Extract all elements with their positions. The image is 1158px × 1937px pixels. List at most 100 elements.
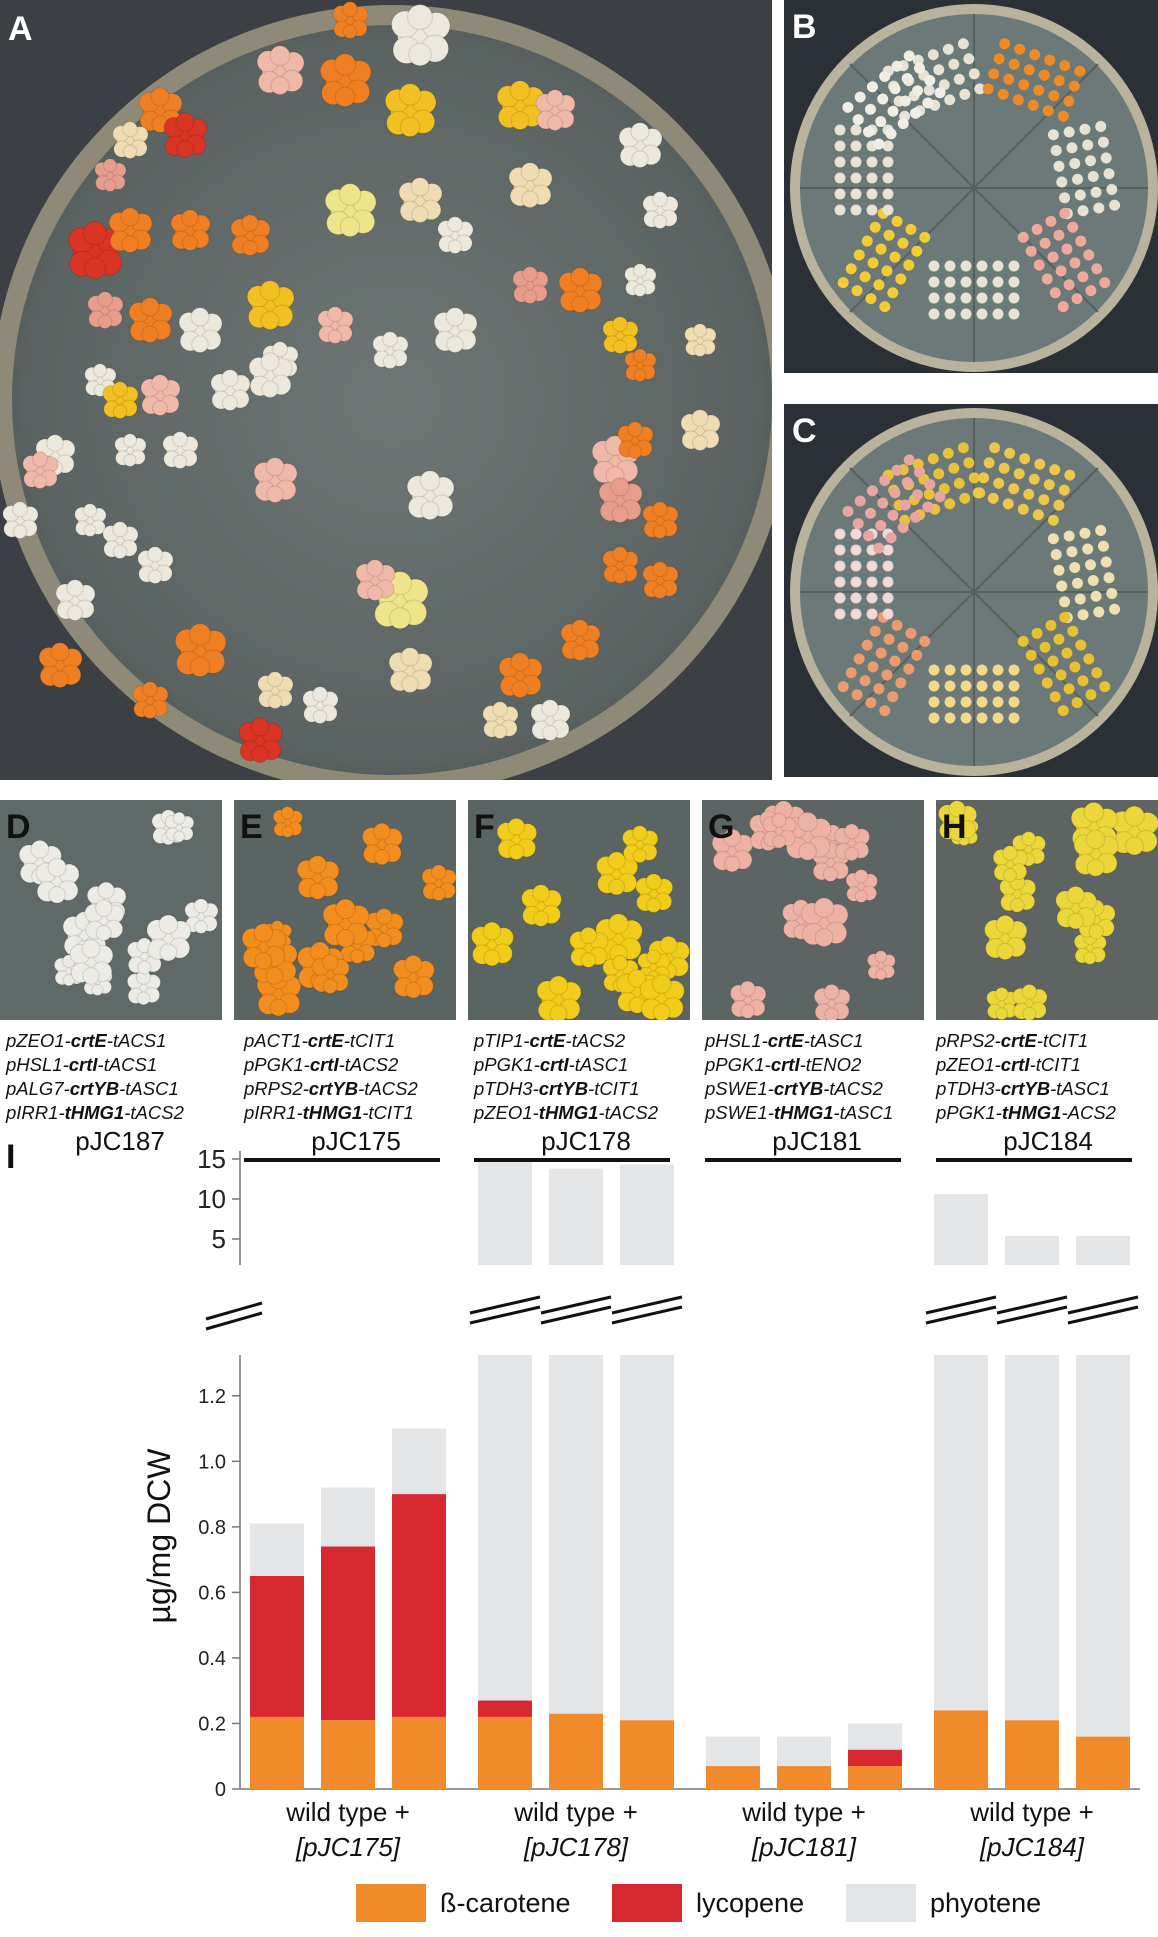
colony-streaks [834, 442, 1121, 724]
panel-i-carotenoid-chart: I 0 0.2 0.4 0.6 0.8 1.0 1.2 5 10 15 µg/mg DCW wild … [0, 1140, 1158, 1932]
bar-segment-phytoene [392, 1428, 446, 1495]
colony [128, 297, 173, 344]
colony [2, 501, 39, 539]
bar-segment-beta-carotene [848, 1766, 902, 1789]
colony-streak [972, 442, 1076, 526]
colony-streaks [834, 38, 1121, 320]
bar-segment-phytoene-upper [1076, 1235, 1130, 1265]
colony [35, 857, 80, 904]
bar-break-mark [1067, 1295, 1139, 1315]
colony [711, 828, 754, 873]
genotype-list-d: pZEO1-crtE-tACS1 pHSL1-crtI-tACS1 pALG7-cr… [6, 1029, 184, 1125]
bar-segment-phytoene-upper [620, 1164, 674, 1265]
bar-segment-phytoene-upper [478, 1162, 532, 1265]
plasmid-group-underline [474, 1158, 670, 1162]
colony [332, 1, 369, 39]
bar-segment-phytoene [848, 1723, 902, 1750]
legend-swatch [846, 1884, 916, 1922]
colony [784, 811, 832, 861]
genotype-line: pRPS2-crtYB-tACS2 [244, 1078, 418, 1099]
bar-segment-phytoene-lower [1005, 1355, 1059, 1721]
bar-break-mark [925, 1295, 997, 1315]
colony [569, 926, 609, 968]
bar-break-mark [469, 1305, 541, 1325]
y-tick-label: 0.6 [198, 1582, 226, 1604]
colony [937, 800, 978, 842]
colony [624, 263, 657, 297]
bar-segment-beta-carotene [620, 1720, 674, 1789]
bar-segment-phytoene-lower [934, 1355, 988, 1711]
colony [530, 699, 571, 741]
bar-break-mark [540, 1305, 612, 1325]
panel-label-i: I [6, 1138, 16, 1176]
colony [986, 987, 1018, 1020]
y-tick-label: 0.2 [198, 1713, 226, 1735]
colony [639, 974, 685, 1020]
colony [471, 921, 514, 967]
colony [126, 969, 161, 1006]
bar-break-mark [925, 1305, 997, 1325]
genotype-line: pIRR1-tHMG1-tACS2 [6, 1102, 184, 1123]
colony [94, 158, 127, 192]
colony [87, 291, 124, 329]
colony [421, 864, 456, 902]
colony [618, 122, 663, 169]
colony-streak [928, 260, 1020, 320]
stacked-bar-chart: 0 0.2 0.4 0.6 0.8 1.0 1.2 5 10 15 µg/mg DCW wild ty… [141, 1144, 1140, 1922]
colony [178, 307, 223, 354]
colony [635, 873, 674, 913]
colony [642, 501, 679, 539]
axis-break-mark [205, 1301, 263, 1321]
panel-label-d: D [6, 808, 31, 846]
colony [1012, 984, 1048, 1020]
panel-a-plate-photo: A [0, 0, 772, 780]
x-group-label: wild type + [741, 1797, 866, 1827]
colony [624, 348, 657, 382]
colony [992, 845, 1029, 883]
colony [391, 4, 451, 67]
genotype-list-h: pRPS2-crtE-tCIT1 pZEO1-crtI-tCIT1 pTDH3-cr… [936, 1029, 1116, 1125]
panel-d-colony-photo: D [0, 800, 222, 1020]
colony [67, 221, 124, 280]
genotype-line: pSWE1-crtYB-tACS2 [705, 1078, 883, 1099]
panel-f-colony-photo: F [468, 800, 690, 1020]
colony-streak [842, 50, 946, 150]
bar-break-mark [611, 1305, 683, 1325]
colony [813, 983, 851, 1020]
colony [602, 316, 639, 354]
colony [535, 89, 576, 131]
colony [324, 183, 377, 238]
colony [498, 652, 543, 699]
colony [684, 323, 717, 357]
y-tick-label: 5 [212, 1224, 226, 1254]
colony [384, 83, 437, 138]
bar-segment-beta-carotene [478, 1716, 532, 1789]
colony [114, 433, 147, 467]
bar-segment-beta-carotene [392, 1716, 446, 1789]
colony [1055, 885, 1098, 930]
colony [256, 45, 305, 96]
genotype-line: pPGK1-tHMG1-ACS2 [936, 1102, 1116, 1123]
colony [834, 823, 871, 862]
colony [355, 559, 396, 601]
y-tick-label: 0 [215, 1779, 226, 1801]
genotype-line: pZEO1-crtI-tCIT1 [936, 1054, 1081, 1075]
panel-label-a: A [8, 10, 33, 48]
genotype-line: pALG7-crtYB-tASC1 [6, 1078, 179, 1099]
genotype-line: pSWE1-tHMG1-tASC1 [705, 1102, 894, 1123]
colony [74, 503, 107, 537]
colony [1073, 829, 1119, 877]
panel-c-plate-photo: C [784, 404, 1158, 777]
colony [762, 812, 797, 849]
bar-segment-beta-carotene [934, 1710, 988, 1789]
genotype-list-g: pHSL1-crtE-tASC1 pPGK1-crtI-tENO2 pSWE1-cr… [705, 1029, 893, 1125]
colony [253, 457, 298, 504]
x-group-label: wild type + [513, 1797, 638, 1827]
legend-swatch [612, 1884, 682, 1922]
colony [482, 701, 519, 739]
panel-label-b: B [792, 8, 817, 46]
bar-segment-beta-carotene [777, 1766, 831, 1789]
genotype-line: pTDH3-crtYB-tASC1 [936, 1078, 1110, 1099]
y-axis-label: µg/mg DCW [141, 1448, 177, 1624]
colony [319, 53, 372, 108]
